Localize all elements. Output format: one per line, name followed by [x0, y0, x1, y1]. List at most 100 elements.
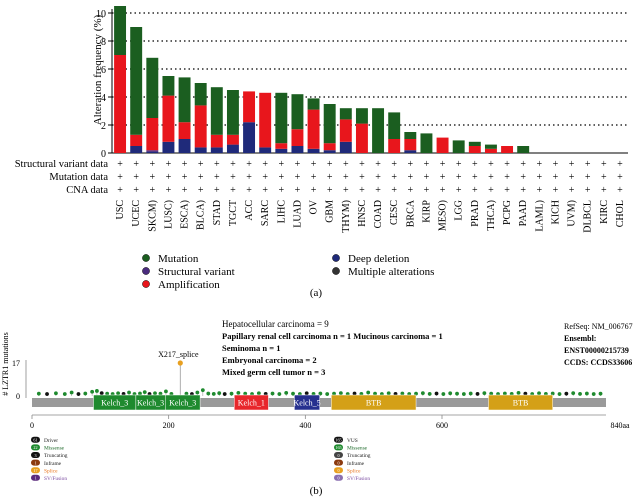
- a-category-label: HNSC: [357, 200, 368, 227]
- a-category-label: COAD: [373, 200, 384, 228]
- a-row-marker: +: [472, 172, 478, 183]
- a-row-marker: +: [149, 172, 155, 183]
- a-bar-deep-deletion: [146, 151, 159, 153]
- b-domain-label: BTB: [513, 399, 529, 408]
- a-row-marker: +: [553, 159, 559, 170]
- a-legend-swatch: [142, 267, 150, 275]
- b-legend-label: Missense: [347, 446, 368, 452]
- a-legend-label: Deep deletion: [348, 253, 410, 265]
- a-row-marker: +: [359, 159, 365, 170]
- a-bar-amplification: [339, 119, 352, 142]
- b-lollipop-head: [318, 391, 323, 396]
- a-bar-mutation: [146, 57, 159, 118]
- b-legend-badge: [334, 459, 343, 466]
- b-lollipop-head: [142, 390, 147, 395]
- b-annotation-line: Papillary renal cell carcinoma n = 1 Muc…: [222, 331, 443, 341]
- a-legend-label: Mutation: [158, 253, 199, 265]
- b-lollipop-head: [414, 391, 418, 396]
- a-category-label: LIHC: [276, 200, 287, 224]
- a-row-marker: +: [617, 159, 623, 170]
- b-lollipop-head: [211, 391, 216, 396]
- b-refseq-line: Ensembl:: [564, 334, 596, 343]
- b-lollipop-head: [338, 391, 343, 395]
- a-row-label: Mutation data: [49, 172, 108, 183]
- a-row-marker: +: [311, 185, 317, 196]
- a-bar-deep-deletion: [323, 150, 336, 153]
- b-lollipop-head: [441, 392, 446, 396]
- a-category-label: KIRP: [421, 200, 432, 223]
- a-bar-mutation: [468, 141, 481, 146]
- a-row-marker: +: [166, 172, 172, 183]
- a-bar-amplification: [178, 122, 191, 139]
- a-row-marker: +: [520, 185, 526, 196]
- a-row-marker: +: [327, 159, 333, 170]
- b-legend-count: 165: [335, 445, 341, 450]
- a-row-marker: +: [391, 159, 397, 170]
- a-row-marker: +: [230, 172, 236, 183]
- b-lollipop-head: [366, 390, 371, 395]
- b-domain: [294, 394, 320, 411]
- a-bar-mutation: [420, 133, 433, 153]
- b-legend-badge: [334, 436, 343, 443]
- b-lollipop-head: [516, 390, 521, 395]
- a-bars: [114, 6, 530, 153]
- a-bar-mutation: [162, 76, 175, 96]
- a-category-label: ACC: [244, 200, 255, 221]
- a-row-marker: +: [504, 185, 510, 196]
- b-refseq-line: CCDS: CCDS33606: [564, 358, 632, 367]
- a-category-label: STAD: [212, 200, 223, 225]
- a-bar-mutation: [226, 90, 239, 135]
- b-lollipop-head: [468, 391, 473, 396]
- a-row-marker: +: [407, 185, 413, 196]
- a-row-marker: +: [520, 159, 526, 170]
- a-bar-deep-deletion: [259, 147, 272, 153]
- a-row-marker: +: [440, 159, 446, 170]
- a-bar-mutation: [275, 92, 288, 144]
- b-lollipop-head: [277, 392, 282, 396]
- a-category-label: THYM): [341, 200, 352, 233]
- a-row-marker: +: [327, 172, 333, 183]
- a-row-marker: +: [536, 159, 542, 170]
- a-row-marker: +: [375, 172, 381, 183]
- a-row-marker: +: [182, 185, 188, 196]
- a-row-marker: +: [520, 172, 526, 183]
- a-bar-mutation: [388, 112, 401, 139]
- a-row-marker: +: [391, 185, 397, 196]
- b-lollipop-head: [36, 391, 41, 396]
- a-bar-mutation: [484, 144, 497, 149]
- a-row-marker: +: [214, 159, 220, 170]
- b-legend-label: VUS: [347, 438, 358, 444]
- a-category-label: ESCA): [180, 200, 191, 229]
- b-domains: Kelch_3 Kelch_3 Kelch_3 Kelch_1 Kelch_5 BTB BT…: [93, 394, 553, 411]
- a-row-marker: +: [246, 185, 252, 196]
- a-bar-deep-deletion: [162, 141, 175, 153]
- b-lollipop-head: [584, 391, 589, 396]
- b-legend-label: SV/Fusion: [44, 476, 67, 482]
- a-row-marker: +: [343, 159, 349, 170]
- b-legend-badge: [31, 474, 40, 481]
- a-bar-amplification: [243, 91, 256, 123]
- a-y-tick-label: 4: [101, 93, 106, 104]
- b-legend-label: Missense: [44, 446, 65, 452]
- a-category-label: LAML): [534, 200, 545, 232]
- a-bar-amplification: [162, 95, 175, 142]
- a-row-marker: +: [117, 185, 123, 196]
- a-row-marker: +: [198, 159, 204, 170]
- b-legend-label: SV/Fusion: [347, 476, 370, 482]
- a-legend-swatch: [142, 254, 150, 262]
- a-category-label: LGG: [454, 200, 465, 221]
- a-row-marker: +: [553, 172, 559, 183]
- a-bar-deep-deletion: [194, 147, 207, 153]
- a-legend-swatch: [332, 267, 340, 275]
- b-lollipop-head: [352, 391, 357, 396]
- a-row-marker: +: [343, 185, 349, 196]
- a-row-marker: +: [569, 159, 575, 170]
- a-y-axis-label: Alteration frequency (%): [92, 14, 104, 125]
- b-domain: [234, 394, 269, 411]
- b-lollipop-head: [537, 391, 541, 396]
- a-category-label: KIRC: [599, 200, 610, 224]
- a-row-marker: +: [117, 172, 123, 183]
- b-legend-count: 1: [34, 460, 36, 465]
- b-highlight-label: X217_splice: [158, 350, 199, 359]
